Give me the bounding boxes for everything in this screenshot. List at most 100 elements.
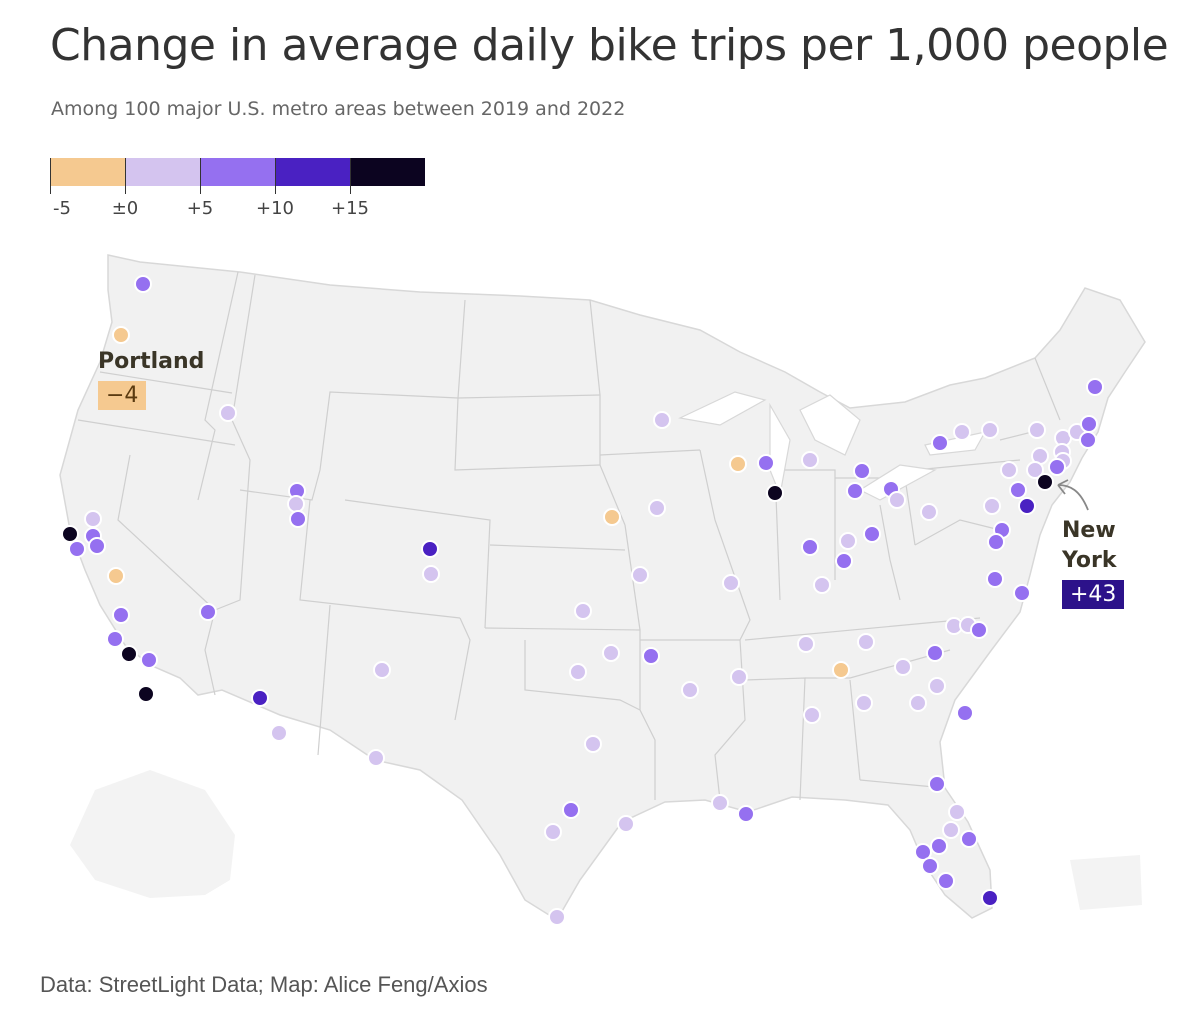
metro-dot — [937, 872, 955, 890]
metro-dot — [1048, 458, 1066, 476]
new-york-arrowhead — [1057, 479, 1069, 495]
metro-dot — [544, 823, 562, 841]
us-map — [59, 254, 1146, 926]
metro-dot — [986, 570, 1004, 588]
metro-dot — [137, 685, 155, 703]
metro-dot — [112, 606, 130, 624]
metro-dot — [855, 694, 873, 712]
metro-dot — [846, 482, 864, 500]
hawaii-shape — [1070, 855, 1142, 910]
metro-dot — [681, 681, 699, 699]
legend-tick — [275, 158, 276, 194]
metro-dot — [107, 567, 125, 585]
metro-dot — [970, 621, 988, 639]
new-york-leader-arrow — [1057, 484, 1089, 511]
metro-dot — [653, 411, 671, 429]
legend-swatch-4 — [275, 158, 350, 186]
metro-dot — [928, 677, 946, 695]
legend-label: +5 — [186, 198, 214, 219]
legend-tick — [125, 158, 126, 194]
metro-dot — [1028, 421, 1046, 439]
metro-dot — [569, 663, 587, 681]
metro-dot — [921, 857, 939, 875]
metro-dot — [199, 603, 217, 621]
metro-dot — [863, 525, 881, 543]
metro-dot — [574, 602, 592, 620]
metro-dot — [711, 794, 729, 812]
metro-dot — [737, 805, 755, 823]
metro-dot — [909, 694, 927, 712]
legend-label: +10 — [256, 198, 294, 219]
metro-dot — [987, 533, 1005, 551]
new-york-label-line2: York — [1062, 548, 1117, 573]
portland-callout: Portland −4 — [98, 347, 204, 410]
metro-dot — [839, 532, 857, 550]
metro-dot — [853, 462, 871, 480]
legend-label: ±0 — [111, 198, 139, 219]
metro-dot — [730, 668, 748, 686]
metro-dot — [548, 908, 566, 926]
new-york-label-line1: New — [1062, 518, 1116, 543]
metro-dot — [801, 451, 819, 469]
metro-dot — [981, 889, 999, 907]
metro-dot — [888, 491, 906, 509]
legend-swatch-5 — [350, 158, 425, 186]
metro-dot — [803, 706, 821, 724]
metro-dot — [140, 651, 158, 669]
metro-dot — [835, 552, 853, 570]
metro-dot — [134, 275, 152, 293]
metro-dot — [930, 837, 948, 855]
metro-dot — [953, 423, 971, 441]
metro-dot — [894, 658, 912, 676]
metro-dot — [757, 454, 775, 472]
legend-label: -5 — [53, 198, 71, 219]
metro-dots — [61, 275, 1104, 926]
legend-tick — [50, 158, 51, 194]
metro-dot — [931, 434, 949, 452]
metro-dot — [857, 633, 875, 651]
metro-dot — [617, 815, 635, 833]
metro-dot — [832, 661, 850, 679]
metro-dot — [367, 749, 385, 767]
metro-dot — [422, 565, 440, 583]
metro-dot — [722, 574, 740, 592]
portland-label: Portland — [98, 349, 205, 374]
metro-dot — [421, 540, 439, 558]
color-legend: -5 ±0 +5 +10 +15 — [50, 158, 430, 228]
metro-dot — [642, 647, 660, 665]
chart-subtitle: Among 100 major U.S. metro areas between… — [51, 98, 626, 120]
metro-dot — [813, 576, 831, 594]
legend-tick — [200, 158, 201, 194]
metro-dot — [914, 843, 932, 861]
metro-dot — [1018, 497, 1036, 515]
metro-dot — [729, 455, 747, 473]
metro-dot — [1013, 584, 1031, 602]
metro-dot — [602, 644, 620, 662]
metro-dot — [68, 540, 86, 558]
metro-dot — [251, 689, 269, 707]
source-credit: Data: StreetLight Data; Map: Alice Feng/… — [40, 972, 488, 997]
metro-dot — [766, 484, 784, 502]
metro-dot — [960, 830, 978, 848]
legend-label: +15 — [331, 198, 369, 219]
alaska-shape — [70, 770, 235, 898]
metro-dot — [942, 821, 960, 839]
great-lakes — [678, 391, 987, 501]
metro-dot — [603, 508, 621, 526]
metro-dot — [956, 704, 974, 722]
metro-dot — [120, 645, 138, 663]
metro-dot — [287, 495, 305, 513]
metro-dot — [61, 525, 79, 543]
metro-dot — [631, 566, 649, 584]
legend-swatch-2 — [125, 158, 200, 186]
metro-dot — [1000, 461, 1018, 479]
metro-dot — [928, 775, 946, 793]
metro-dot — [584, 735, 602, 753]
metro-dot — [920, 503, 938, 521]
chart-title: Change in average daily bike trips per 1… — [50, 20, 1169, 71]
metro-dot — [106, 630, 124, 648]
metro-dot — [797, 635, 815, 653]
metro-dot — [373, 661, 391, 679]
metro-dot — [270, 724, 288, 742]
new-york-value: +43 — [1062, 580, 1125, 609]
